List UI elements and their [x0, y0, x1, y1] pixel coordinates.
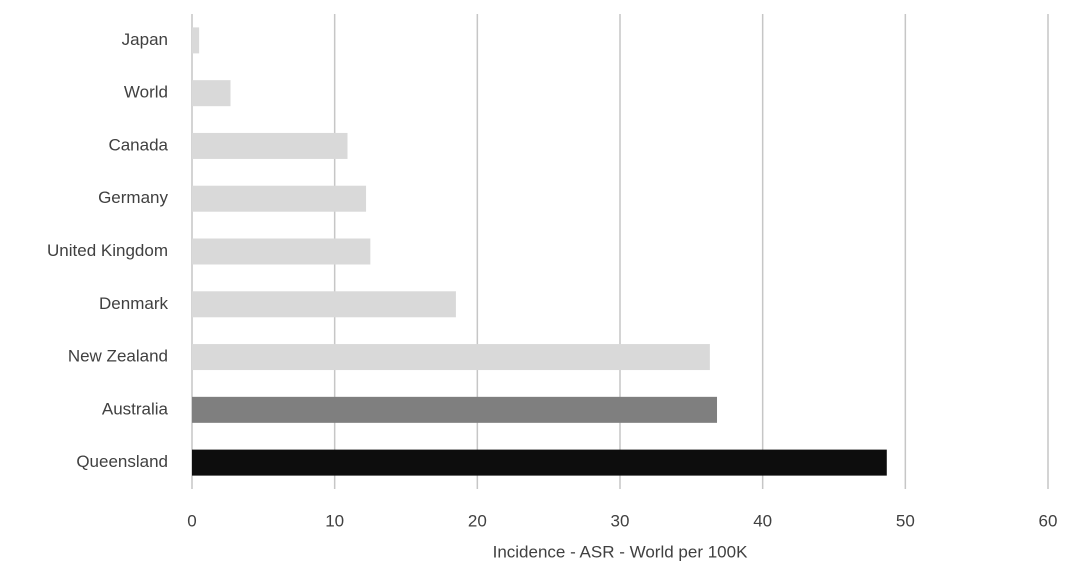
x-tick-label: 50	[896, 511, 915, 530]
y-tick-label: Canada	[108, 135, 168, 154]
bar	[192, 27, 200, 54]
y-tick-label: Japan	[122, 30, 168, 49]
bar	[192, 80, 231, 107]
y-tick-label: Denmark	[99, 294, 168, 313]
y-tick-label: Australia	[102, 399, 169, 418]
x-tick-label: 40	[753, 511, 772, 530]
bar	[192, 238, 371, 265]
y-tick-label: Germany	[98, 188, 168, 207]
y-tick-label: Queensland	[76, 452, 168, 471]
x-tick-label: 10	[325, 511, 344, 530]
bar	[192, 344, 710, 371]
x-tick-label: 30	[611, 511, 630, 530]
bar	[192, 132, 348, 159]
bar	[192, 185, 367, 212]
y-tick-label: New Zealand	[68, 347, 168, 366]
y-tick-label: United Kingdom	[47, 241, 168, 260]
x-axis-title: Incidence - ASR - World per 100K	[493, 542, 748, 561]
bar	[192, 449, 887, 476]
bar	[192, 396, 718, 423]
x-tick-label: 20	[468, 511, 487, 530]
y-tick-label: World	[124, 83, 168, 102]
x-tick-label: 0	[187, 511, 196, 530]
x-tick-label: 60	[1039, 511, 1058, 530]
bar	[192, 291, 456, 318]
